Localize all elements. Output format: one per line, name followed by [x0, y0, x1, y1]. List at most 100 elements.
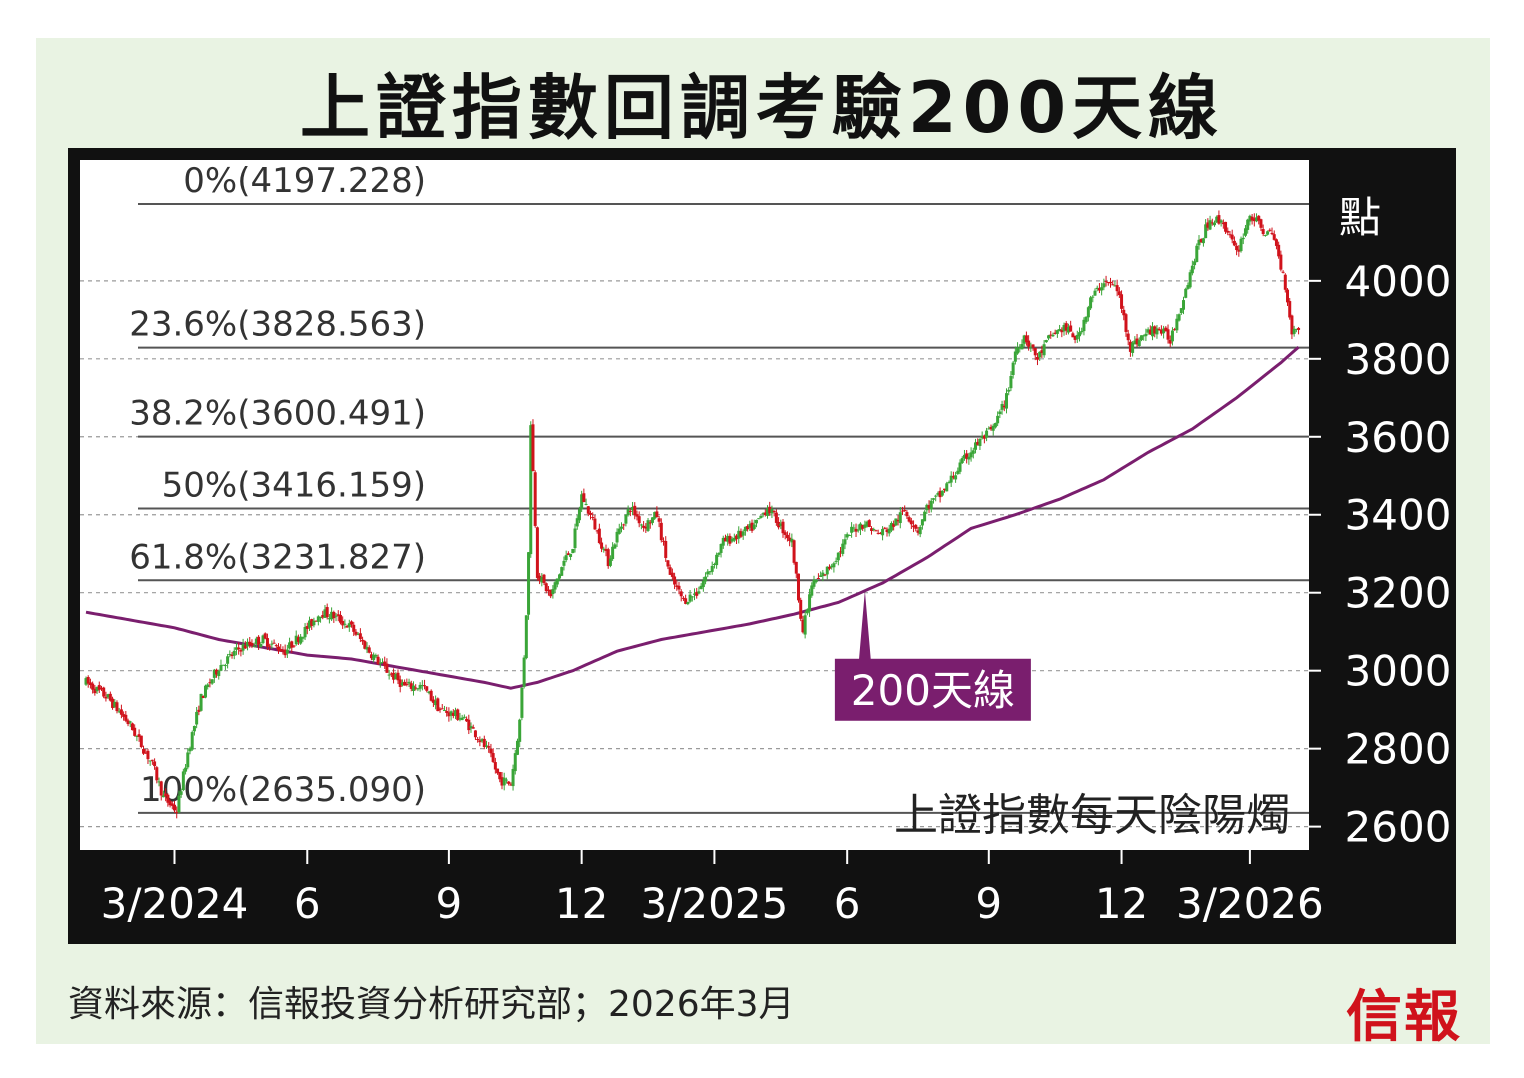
- candle-up: [469, 726, 473, 729]
- candle-up: [177, 795, 181, 813]
- candle-down: [801, 619, 805, 633]
- fib-label: 38.2%(3600.491): [129, 394, 426, 434]
- candle-up: [442, 710, 446, 712]
- candle-up: [1195, 245, 1199, 262]
- candle-up: [157, 781, 161, 783]
- candle-up: [228, 653, 232, 655]
- candle-up: [261, 635, 265, 644]
- candle-down: [325, 607, 329, 618]
- candle-up: [754, 519, 758, 524]
- candle-up: [540, 576, 544, 583]
- candle-down: [662, 540, 666, 542]
- candle-down: [447, 712, 451, 717]
- candle-down: [1206, 222, 1210, 228]
- candle-down: [507, 781, 511, 784]
- candle-up: [929, 500, 933, 510]
- candle-up: [1131, 342, 1135, 353]
- candle-up: [830, 565, 834, 568]
- candle-up: [1100, 287, 1104, 291]
- candle-up: [960, 458, 964, 463]
- y-tick-label: 3400: [1345, 491, 1452, 540]
- candle-up: [319, 616, 323, 619]
- candle-down: [465, 718, 469, 722]
- candle-down: [735, 535, 739, 540]
- candle-up: [752, 524, 756, 529]
- annotation-layer: 200天線: [834, 590, 1031, 721]
- candle-up: [1080, 331, 1084, 333]
- candle-down: [170, 803, 174, 806]
- candle-down: [664, 540, 668, 558]
- candle-up: [949, 475, 953, 483]
- candle-down: [1060, 329, 1064, 333]
- candle-down: [546, 589, 550, 592]
- candle-down: [1228, 234, 1232, 236]
- candle-up: [454, 710, 458, 717]
- candle-up: [294, 635, 298, 645]
- candle-down: [451, 712, 455, 716]
- candle-down: [883, 527, 887, 529]
- candle-up: [887, 528, 891, 534]
- candle-down: [644, 526, 648, 529]
- y-tick-label: 2800: [1345, 725, 1452, 774]
- fib-label: 100%(2635.090): [140, 770, 426, 810]
- candle-down: [1224, 221, 1228, 232]
- candle-up: [1263, 234, 1267, 236]
- candle-up: [1179, 308, 1183, 314]
- candle-down: [1126, 333, 1130, 341]
- candle-up: [617, 528, 621, 534]
- candle-down: [130, 723, 134, 731]
- candle-down: [635, 514, 639, 517]
- candle-down: [677, 585, 681, 590]
- candle-up: [812, 579, 816, 587]
- fib-label: 0%(4197.228): [183, 161, 426, 201]
- candle-up: [1016, 347, 1020, 354]
- candle-up: [1029, 346, 1033, 348]
- candle-down: [409, 683, 413, 689]
- candle-up: [1062, 324, 1066, 332]
- candle-down: [876, 532, 880, 534]
- candle-down: [1069, 325, 1073, 332]
- candle-up: [1188, 272, 1192, 288]
- candle-down: [1199, 239, 1203, 243]
- candle-up: [416, 688, 420, 690]
- x-tick-label: 3/2024: [101, 879, 249, 928]
- candle-down: [482, 738, 486, 748]
- candle-up: [814, 580, 818, 583]
- candle-up: [1204, 224, 1208, 239]
- candle-down: [628, 510, 632, 512]
- candle-up: [923, 511, 927, 522]
- candle-down: [1035, 356, 1039, 360]
- candle-up: [993, 423, 997, 428]
- candle-up: [650, 517, 654, 523]
- x-tick-label: 12: [555, 879, 608, 928]
- candle-up: [881, 528, 885, 536]
- candle-down: [1097, 288, 1101, 291]
- candle-down: [794, 561, 798, 574]
- candle-down: [867, 520, 871, 527]
- candle-up: [1170, 330, 1174, 342]
- candle-down: [785, 534, 789, 539]
- candle-up: [374, 655, 378, 657]
- y-unit-label: 點: [1339, 193, 1381, 242]
- candle-down: [164, 793, 168, 796]
- candle-down: [728, 535, 732, 544]
- candle-up: [186, 752, 190, 768]
- candle-up: [285, 649, 289, 654]
- candle-up: [518, 719, 522, 742]
- candle-up: [779, 523, 783, 526]
- candle-up: [301, 637, 305, 639]
- candle-up: [524, 615, 528, 659]
- candle-down: [675, 585, 679, 587]
- candle-up: [192, 725, 196, 732]
- candle-down: [305, 626, 309, 629]
- candle-up: [958, 462, 962, 472]
- candle-up: [757, 518, 761, 520]
- candle-up: [527, 552, 531, 615]
- candle-up: [1190, 265, 1194, 274]
- candle-up: [706, 571, 710, 575]
- annotation-box: [834, 658, 1031, 721]
- candle-down: [111, 698, 115, 708]
- candle-up: [246, 641, 250, 647]
- candle-up: [719, 544, 723, 553]
- candle-down: [914, 524, 918, 529]
